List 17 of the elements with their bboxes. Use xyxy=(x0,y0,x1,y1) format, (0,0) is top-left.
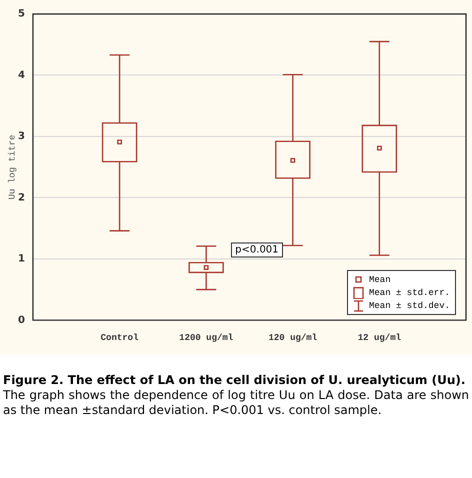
y-tick-label: 1 xyxy=(18,254,25,265)
y-tick-label: 5 xyxy=(18,8,25,20)
x-tick-label: 1200 ug/ml xyxy=(179,332,234,343)
y-axis-title: Uu log titre xyxy=(7,134,18,200)
annotation: Mean ± std.err. xyxy=(369,288,450,298)
annotation: p<0.001 xyxy=(231,242,283,258)
text: The graph shows the dependence of log titre Uu on LA dose. Data are shown as the mean ±standard deviation. P<0.001 vs. control sample. xyxy=(3,388,469,418)
legend-label: Mean ± std.dev. xyxy=(369,300,450,311)
y-tick-label: 2 xyxy=(18,192,25,204)
x-tick-label: Control xyxy=(100,332,140,343)
annotation: Mean xyxy=(369,274,391,285)
y-tick-label: 0 xyxy=(18,314,25,326)
x-tick-label: 120 ug/ml xyxy=(268,332,318,343)
y-tick-label: 4 xyxy=(18,70,25,81)
y-tick-label: 3 xyxy=(18,131,25,142)
x-tick-label: 12 ug/ml xyxy=(358,332,402,343)
text: Figure 2. The effect of LA on the cell division of U. urealyticum (Uu). xyxy=(3,373,466,388)
